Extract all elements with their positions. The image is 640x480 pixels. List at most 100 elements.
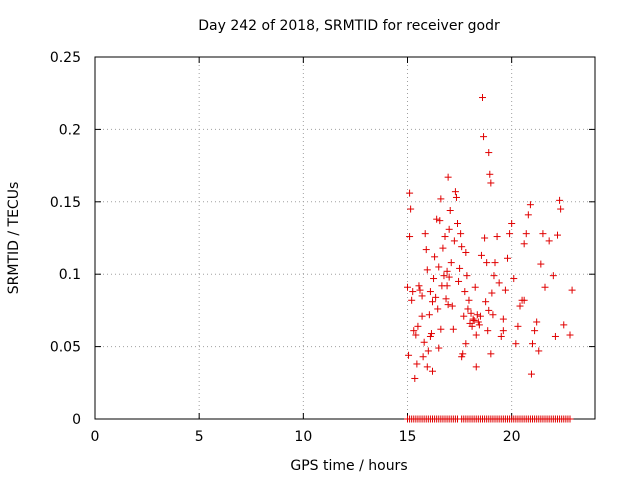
data-point [472, 363, 480, 371]
data-point [443, 267, 451, 275]
data-point [460, 312, 468, 320]
data-point [423, 363, 431, 371]
data-point [487, 350, 495, 358]
data-point [481, 234, 489, 242]
data-point [406, 189, 414, 197]
data-point [504, 254, 511, 262]
data-point [527, 370, 535, 378]
x-tick-label: 15 [399, 429, 417, 445]
data-point [479, 94, 486, 102]
axes-layer: 0 5 10 15 20 0 0.05 0.1 0.15 0.2 0.25 [50, 50, 596, 445]
data-point [497, 332, 505, 340]
data-point [414, 322, 422, 330]
data-point [433, 215, 441, 223]
data-point [418, 312, 426, 320]
data-point [480, 133, 488, 141]
data-point [447, 259, 455, 267]
data-point [485, 306, 493, 314]
data-point [420, 338, 428, 346]
y-tick-label: 0.25 [50, 50, 81, 66]
data-point [474, 318, 482, 326]
data-point [430, 275, 438, 283]
data-point [416, 286, 424, 294]
data-point [448, 302, 456, 310]
data-point [499, 315, 507, 323]
data-point [424, 347, 432, 355]
y-tick-label: 0.2 [59, 122, 81, 138]
data-point [409, 288, 417, 296]
data-point [566, 331, 574, 339]
data-point [557, 205, 565, 213]
x-tick-label: 5 [195, 429, 204, 445]
data-point [551, 332, 559, 340]
data-point [483, 259, 491, 267]
data-point [437, 195, 445, 203]
data-point [419, 353, 427, 361]
data-point [510, 275, 518, 283]
data-point [461, 288, 469, 296]
data-point [476, 312, 484, 320]
data-point [535, 347, 543, 355]
data-point [427, 330, 435, 338]
data-point [462, 248, 470, 256]
data-point [539, 230, 547, 238]
data-point [487, 179, 495, 187]
data-point [445, 225, 453, 233]
data-point [469, 315, 477, 323]
data-point-zero [566, 415, 574, 423]
data-point [451, 188, 459, 196]
data-point [459, 350, 467, 358]
data-point [560, 321, 568, 329]
data-point [472, 331, 480, 339]
y-tick-label: 0.15 [50, 195, 81, 211]
data-point [432, 293, 440, 301]
data-point [465, 296, 473, 304]
data-point [435, 344, 443, 352]
data-point [426, 288, 434, 296]
data-point [443, 282, 451, 290]
y-tick-label: 0.1 [59, 267, 81, 283]
data-point [508, 220, 516, 228]
data-point [568, 286, 576, 294]
data-point [499, 327, 507, 335]
data-point [431, 253, 439, 261]
data-point [533, 318, 541, 326]
x-tick-label: 20 [503, 429, 521, 445]
data-point [529, 340, 536, 348]
y-tick-label: 0 [72, 412, 81, 428]
data-point [549, 272, 557, 280]
data-point [440, 272, 448, 280]
data-point [477, 251, 485, 259]
x-axis-label: GPS time / hours [290, 458, 407, 474]
data-point [441, 233, 449, 241]
data-point [485, 149, 493, 157]
data-point [489, 311, 497, 319]
data-point [457, 230, 465, 238]
data-point [456, 264, 464, 272]
y-axis-label: SRMTID / TECUs [6, 182, 22, 295]
data-point [439, 244, 447, 252]
data-point [406, 233, 414, 241]
x-tick-label: 0 [91, 429, 100, 445]
data-point [450, 237, 458, 245]
data-point [545, 237, 553, 245]
data-point [464, 305, 472, 313]
data-point [491, 259, 499, 267]
data-point [526, 201, 534, 209]
data-point [556, 196, 564, 204]
data-point [411, 374, 419, 382]
data-point [429, 298, 436, 306]
data-point [444, 173, 452, 181]
data-point [493, 233, 501, 241]
data-point [434, 305, 442, 313]
data-point [520, 240, 528, 248]
data-point [490, 272, 498, 280]
data-point [475, 321, 483, 329]
data-point [468, 322, 476, 330]
grid-layer [95, 57, 595, 419]
data-point [458, 243, 466, 251]
data-point [436, 217, 444, 225]
y-tick-label: 0.05 [50, 340, 81, 356]
data-point [458, 353, 466, 361]
